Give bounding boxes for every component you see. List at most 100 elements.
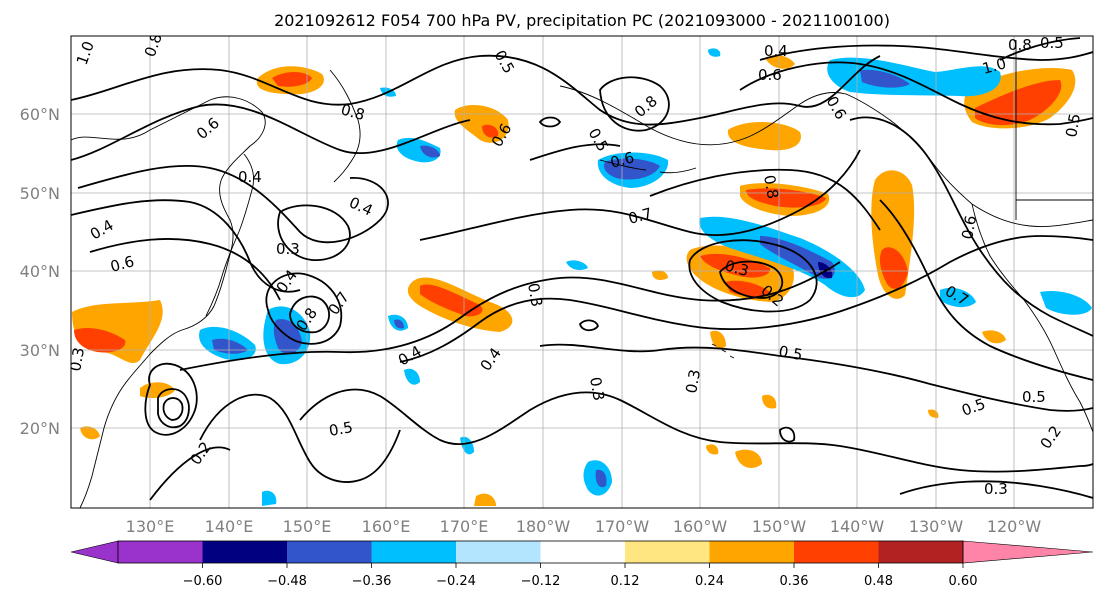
contour-label: 0.6 — [608, 148, 636, 172]
precip-positive-patch — [482, 124, 499, 138]
colorbar-tick-label: 0.48 — [864, 574, 893, 589]
contour-label: 0.3 — [66, 346, 88, 373]
precip-negative-patch — [420, 145, 440, 158]
precip-positive-patch — [762, 394, 777, 409]
lon-label: 180°W — [516, 517, 571, 536]
pv-contour — [89, 238, 281, 301]
colorbar-tick-label: −0.48 — [267, 574, 307, 589]
pv-contour — [759, 44, 1093, 61]
contour-label: 0.5 — [491, 47, 519, 77]
graticule — [71, 36, 1093, 508]
precip-positive-patch — [879, 247, 908, 289]
pv-contour — [899, 480, 1093, 499]
precip-positive-patch — [765, 55, 795, 69]
precip-positive-patch — [272, 72, 312, 87]
colorbar-segment — [794, 541, 879, 563]
colorbar-segment — [456, 541, 541, 563]
pv-contour — [162, 397, 184, 421]
contour-label: 0.7 — [626, 204, 654, 228]
precip-positive-patch — [982, 330, 1006, 344]
pv-contour — [688, 239, 818, 313]
lon-label: 130°E — [126, 517, 175, 536]
precip-positive-patch — [727, 121, 801, 151]
contour-label: 0.3 — [586, 376, 608, 403]
contour-label: 0.4 — [87, 216, 117, 244]
pv-contour — [719, 260, 784, 299]
contour-label: 0.8 — [760, 174, 782, 201]
pv-contour — [399, 235, 1093, 363]
precip-positive-patch — [710, 330, 726, 349]
contour-label: 0.5 — [328, 418, 355, 440]
pv-contour — [539, 343, 1093, 412]
precip-positive-patch — [474, 493, 496, 506]
lon-label: 150°E — [283, 517, 332, 536]
precip-positive-patch — [74, 328, 126, 353]
colorbar-segment — [202, 541, 287, 563]
contour-label: 0.5 — [1022, 388, 1046, 406]
precip-positive-patch — [80, 426, 100, 440]
contour-label: 0.6 — [108, 252, 136, 276]
precip-negative-patch — [394, 319, 404, 329]
longitude-labels: 130°E 140°E 150°E 160°E 170°E 180°W 170°… — [126, 517, 1042, 536]
contour-label: 0.6 — [193, 114, 223, 143]
contour-label: 0.2 — [187, 438, 215, 468]
precip-negative-patch — [860, 69, 910, 88]
pv-contour — [144, 362, 198, 436]
precip-negative-patch — [460, 436, 474, 455]
contour-label: 0.5 — [1040, 34, 1064, 52]
contour-label: 0.3 — [276, 240, 300, 258]
precip-positive-patch — [928, 409, 939, 418]
colorbar-ticks — [202, 563, 964, 568]
contour-label: 0.3 — [984, 480, 1008, 498]
colorbar-tick-label: 0.36 — [780, 574, 809, 589]
colorbar-tick-label: −0.60 — [183, 574, 223, 589]
pv-contour — [779, 426, 796, 443]
colorbar-segment — [625, 541, 710, 563]
precip-positive-patch — [700, 253, 771, 278]
lon-label: 140°W — [830, 517, 885, 536]
precip-negative-patch — [940, 287, 976, 308]
hawaii-islands — [711, 343, 735, 359]
pv-contour — [277, 204, 351, 261]
pv-contour — [299, 388, 1093, 473]
precip-negative-patch — [604, 158, 660, 180]
precip-positive-patch — [420, 284, 483, 317]
canada-border — [1015, 40, 1093, 220]
asia-coastline — [71, 96, 266, 508]
colorbar: −0.60 −0.48 −0.36 −0.24 −0.12 0.12 0.24 … — [70, 540, 1094, 589]
precip-negative-patch — [708, 48, 721, 57]
pv-contour — [265, 272, 343, 345]
contour-label: 0.4 — [764, 42, 788, 60]
contour-label: 0.8 — [141, 31, 166, 60]
colorbar-lower-extend — [70, 540, 119, 564]
colorbar-tick-label: 0.60 — [949, 574, 978, 589]
pv-contour — [179, 261, 841, 371]
contour-label: 0.3 — [524, 282, 546, 309]
colorbar-tick-label: 0.12 — [611, 574, 640, 589]
colorbar-segment — [540, 541, 625, 563]
contour-label: 0.5 — [777, 342, 804, 364]
contour-label: 1.0 — [73, 39, 98, 68]
pv-contour — [71, 103, 471, 161]
contour-label: 0.3 — [682, 368, 704, 395]
contour-label: 0.6 — [758, 66, 782, 84]
pv-contour — [739, 61, 1093, 126]
pv-contour — [149, 446, 231, 501]
lon-label: 160°W — [673, 517, 728, 536]
colorbar-segment — [371, 541, 456, 563]
lat-label: 30°N — [20, 341, 60, 360]
colorbar-upper-extend — [962, 540, 1094, 564]
precip-negative-patch — [262, 490, 277, 506]
lat-label: 60°N — [20, 105, 60, 124]
colorbar-segment — [878, 541, 963, 563]
colorbar-tick-label: −0.36 — [352, 574, 392, 589]
colorbar-tick-label: −0.24 — [436, 574, 476, 589]
lon-label: 170°E — [440, 517, 489, 536]
pv-contour — [71, 199, 301, 293]
contour-label: 0.4 — [477, 344, 505, 374]
contour-label: 1.0 — [980, 54, 1008, 78]
precip-positive-patch — [652, 270, 668, 280]
pv-contour — [599, 76, 670, 132]
colorbar-tick-label: −0.12 — [521, 574, 561, 589]
